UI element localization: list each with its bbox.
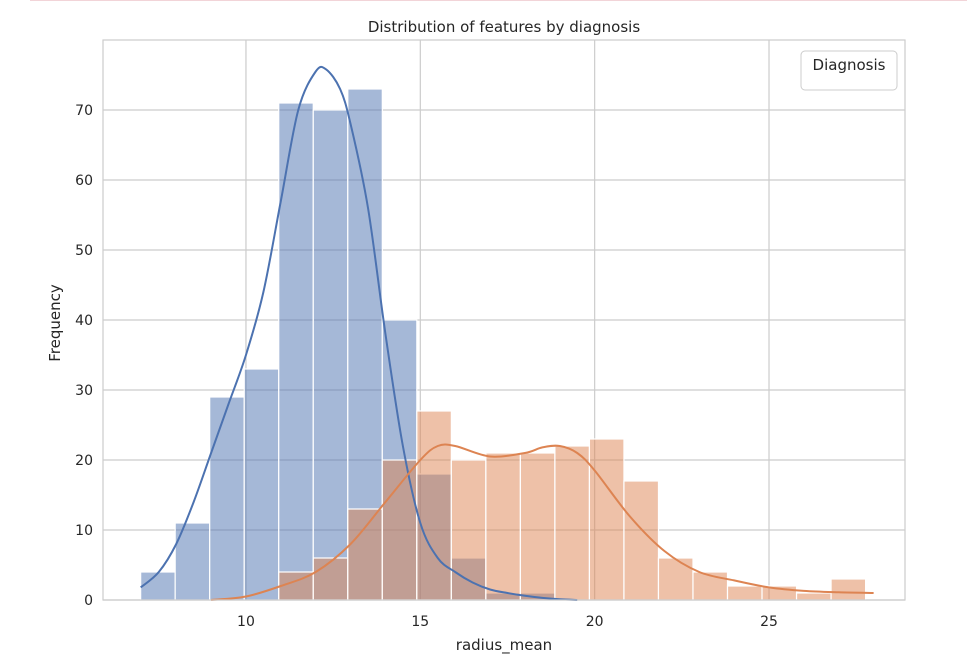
malignant-bar — [554, 445, 591, 601]
y-tick-label: 50 — [75, 243, 93, 259]
y-tick-label: 40 — [75, 313, 93, 329]
malignant-bar — [588, 438, 625, 601]
kde-layer — [140, 65, 874, 601]
tick-labels: 10 15 20 25 0 10 20 30 40 50 60 70 — [75, 103, 778, 630]
top-divider — [30, 0, 967, 1]
x-tick-label: 25 — [760, 614, 778, 630]
x-tick-label: 10 — [237, 614, 255, 630]
malignant-bar — [450, 459, 487, 601]
malignant-bar — [312, 557, 349, 601]
legend-box — [800, 50, 898, 91]
y-tick-label: 10 — [75, 523, 93, 539]
benign-bar — [140, 571, 176, 601]
benign-bar — [278, 102, 314, 601]
malignant-bar — [485, 452, 521, 601]
y-axis-title: Frequency — [46, 284, 64, 362]
plot-frame — [102, 39, 906, 601]
legend: Diagnosis — [800, 50, 898, 91]
malignant-bar — [347, 508, 383, 601]
malignant-kde-line — [210, 443, 874, 601]
malignant-bar — [657, 557, 694, 601]
x-tick-label: 15 — [411, 614, 429, 630]
x-tick-label: 20 — [586, 614, 604, 630]
malignant-bar — [795, 592, 832, 601]
benign-kde-line — [140, 65, 578, 601]
malignant-bar — [416, 410, 452, 601]
benign-bar — [243, 368, 280, 601]
malignant-bar — [519, 452, 556, 601]
legend-title: Diagnosis — [813, 56, 886, 74]
benign-bar — [312, 109, 349, 601]
y-tick-label: 20 — [75, 453, 93, 469]
malignant-bar — [381, 459, 418, 601]
malignant-bar — [726, 585, 763, 601]
chart-title: Distribution of features by diagnosis — [368, 18, 640, 36]
y-tick-label: 70 — [75, 103, 93, 119]
benign-bar — [209, 396, 245, 601]
x-axis-title: radius_mean — [456, 636, 552, 655]
malignant-bar — [830, 578, 867, 601]
y-tick-label: 30 — [75, 383, 93, 399]
y-tick-label: 60 — [75, 173, 93, 189]
y-tick-label: 0 — [84, 593, 93, 609]
